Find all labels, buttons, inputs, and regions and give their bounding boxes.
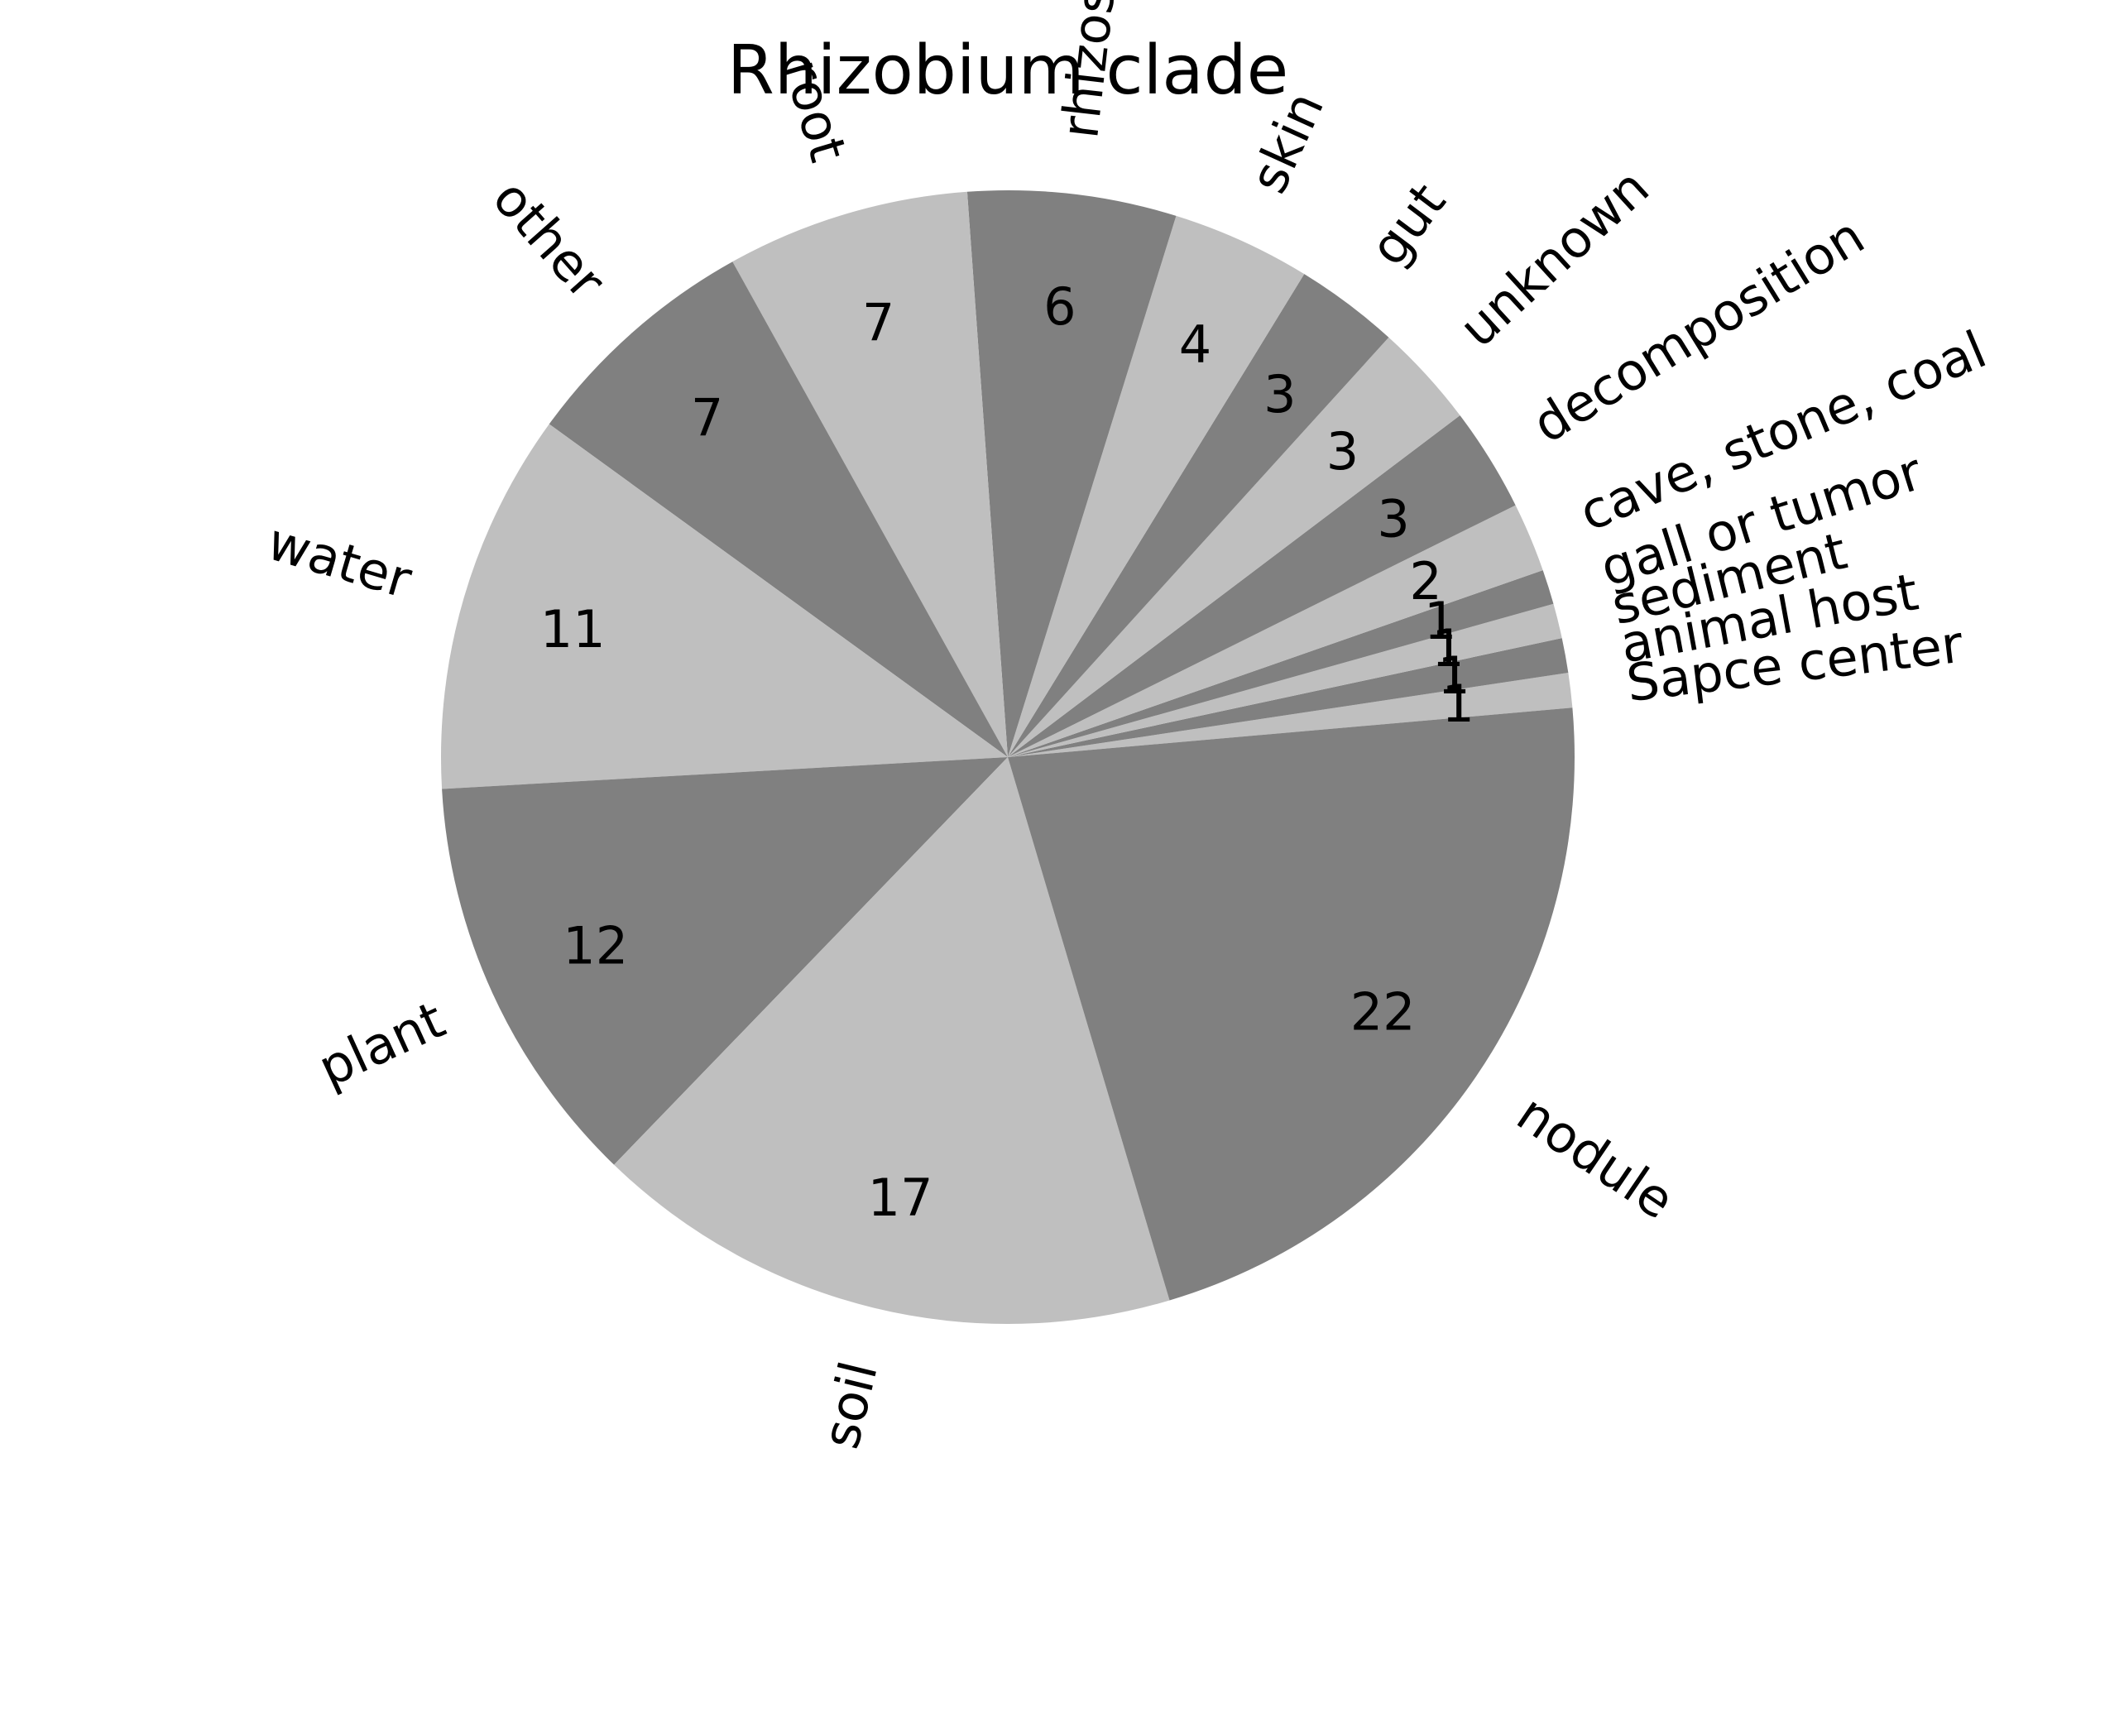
pie-slices [440,190,1575,1325]
value-label-nodule: 22 [1350,982,1416,1043]
value-label-sapce-center: 1 [1441,674,1474,734]
value-label-water: 11 [540,599,606,659]
category-label-unknown: unknown [1448,157,1661,359]
pie-slice-root [732,191,1008,757]
value-label-root: 7 [862,292,894,352]
pie-slice-plant [442,757,1008,1165]
value-label-plant: 12 [563,916,628,976]
pie-slice-gut [1008,274,1389,757]
value-label-cave-stone-coal: 2 [1409,551,1441,611]
value-label-unknown: 3 [1326,421,1359,482]
value-label-soil: 17 [868,1168,933,1228]
category-label-nodule: nodule [1507,1082,1685,1230]
chart-title: Rhizobium clade [727,31,1288,110]
pie-slice-rhizosphere [966,190,1177,757]
value-label-animal-host: 1 [1437,645,1470,706]
pie-slice-sediment [1008,603,1562,757]
value-label-sediment: 1 [1431,618,1464,679]
pie-slice-skin [1008,215,1305,757]
category-label-water: water [261,511,419,611]
value-label-gall-or-tumor: 1 [1424,591,1456,651]
pie-slice-decomposition [1008,415,1516,757]
pie-slice-water [440,424,1008,789]
pie-slice-gall-or-tumor [1008,570,1554,757]
pie-slice-animal-host [1008,638,1569,757]
category-label-soil: soil [810,1355,889,1454]
pie-slice-nodule [1008,707,1575,1301]
value-label-gut: 3 [1263,364,1296,424]
pie-slice-soil [614,757,1170,1325]
category-label-other: other [482,168,617,310]
category-label-gut: gut [1358,172,1457,276]
pie-slice-cave-stone-coal [1008,505,1543,757]
pie-slice-sapce-center [1008,672,1573,757]
value-label-other: 7 [691,387,723,448]
value-label-decomposition: 3 [1377,488,1409,549]
pie-slice-other [549,261,1008,758]
pie-slice-unknown [1008,337,1460,757]
value-label-skin: 4 [1179,314,1211,374]
value-label-rhizosphere: 6 [1043,276,1076,337]
category-label-plant: plant [309,990,453,1099]
